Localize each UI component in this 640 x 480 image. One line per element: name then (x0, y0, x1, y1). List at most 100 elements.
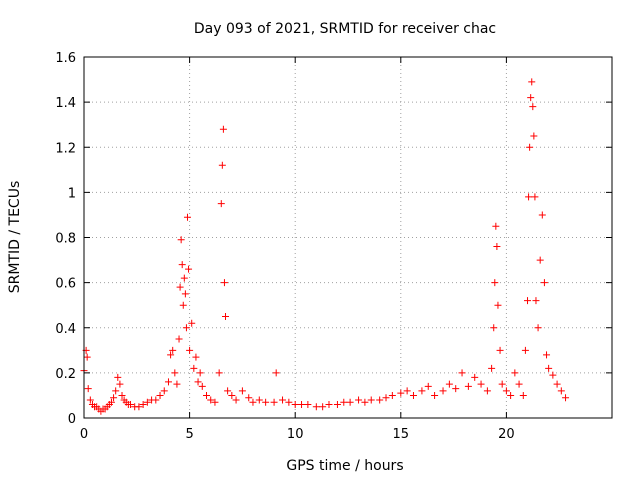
data-point (325, 400, 333, 408)
data-point (262, 398, 270, 406)
data-point (493, 243, 501, 251)
data-point (445, 380, 453, 388)
data-point (397, 389, 405, 397)
data-point (218, 161, 226, 169)
data-point (439, 387, 447, 395)
data-point (494, 301, 502, 309)
chart-title: Day 093 of 2021, SRMTID for receiver cha… (194, 21, 496, 37)
data-point (361, 398, 369, 406)
data-point (502, 387, 510, 395)
data-point (431, 391, 439, 399)
data-point (527, 94, 535, 102)
data-point (529, 103, 537, 111)
data-point (524, 297, 532, 305)
ticks-layer (83, 56, 612, 419)
data-point (355, 396, 363, 404)
data-point (182, 324, 190, 332)
data-point (291, 400, 299, 408)
data-point (304, 400, 312, 408)
data-point (135, 403, 143, 411)
data-point (319, 403, 327, 411)
data-point (112, 387, 120, 395)
data-point (388, 391, 396, 399)
data-point (285, 398, 293, 406)
data-point (177, 236, 185, 244)
data-point (169, 346, 177, 354)
data-point (340, 398, 348, 406)
data-point (333, 400, 341, 408)
data-point (376, 396, 384, 404)
data-point (511, 369, 519, 377)
x-tick-label: 10 (287, 427, 304, 442)
data-point (531, 193, 539, 201)
data-point (110, 394, 118, 402)
data-point (491, 279, 499, 287)
data-point (83, 353, 91, 361)
y-tick-label: 1.6 (55, 51, 76, 66)
data-point (477, 380, 485, 388)
data-point (540, 279, 548, 287)
x-tick-label: 15 (393, 427, 410, 442)
data-point (553, 380, 561, 388)
data-point (409, 391, 417, 399)
x-tick-label: 20 (498, 427, 515, 442)
data-point (488, 364, 496, 372)
data-point (228, 391, 236, 399)
data-point (160, 387, 168, 395)
data-point (116, 380, 124, 388)
data-point (152, 396, 160, 404)
grid-layer (84, 57, 612, 418)
data-point (245, 394, 253, 402)
data-point (498, 380, 506, 388)
data-point (139, 400, 147, 408)
x-tick-label: 0 (80, 427, 88, 442)
y-tick-label: 0.8 (55, 232, 76, 247)
data-point (181, 290, 189, 298)
data-point (118, 391, 126, 399)
data-point (232, 396, 240, 404)
data-point (515, 380, 523, 388)
y-tick-label: 0 (68, 412, 76, 427)
data-point (367, 396, 375, 404)
data-point (217, 200, 225, 208)
data-point (270, 398, 278, 406)
y-tick-label: 0.4 (55, 322, 76, 337)
data-point (471, 373, 479, 381)
data-point (143, 398, 151, 406)
data-point (496, 346, 504, 354)
data-point (464, 382, 472, 390)
data-point (164, 378, 172, 386)
data-point (224, 387, 232, 395)
data-point (194, 378, 202, 386)
data-point (190, 364, 198, 372)
data-point (545, 364, 553, 372)
data-point (192, 353, 200, 361)
data-point (198, 382, 206, 390)
data-point (346, 398, 354, 406)
data-point (114, 373, 122, 381)
data-point (526, 143, 534, 151)
data-point (562, 394, 570, 402)
data-point (538, 211, 546, 219)
data-point (255, 396, 263, 404)
data-point (179, 301, 187, 309)
data-point (536, 256, 544, 264)
data-point (207, 396, 215, 404)
y-tick-label: 0.6 (55, 277, 76, 292)
data-point (186, 346, 194, 354)
y-tick-label: 1.2 (55, 141, 76, 156)
data-point (403, 387, 411, 395)
data-point (543, 351, 551, 359)
x-tick-label: 5 (185, 427, 193, 442)
data-point (219, 125, 227, 133)
y-tick-label: 0.2 (55, 367, 76, 382)
data-point (534, 324, 542, 332)
data-point (312, 403, 320, 411)
data-point (382, 394, 390, 402)
data-point (249, 398, 257, 406)
x-axis-label: GPS time / hours (286, 458, 403, 474)
data-point (238, 387, 246, 395)
data-point (167, 351, 175, 359)
data-point (171, 369, 179, 377)
